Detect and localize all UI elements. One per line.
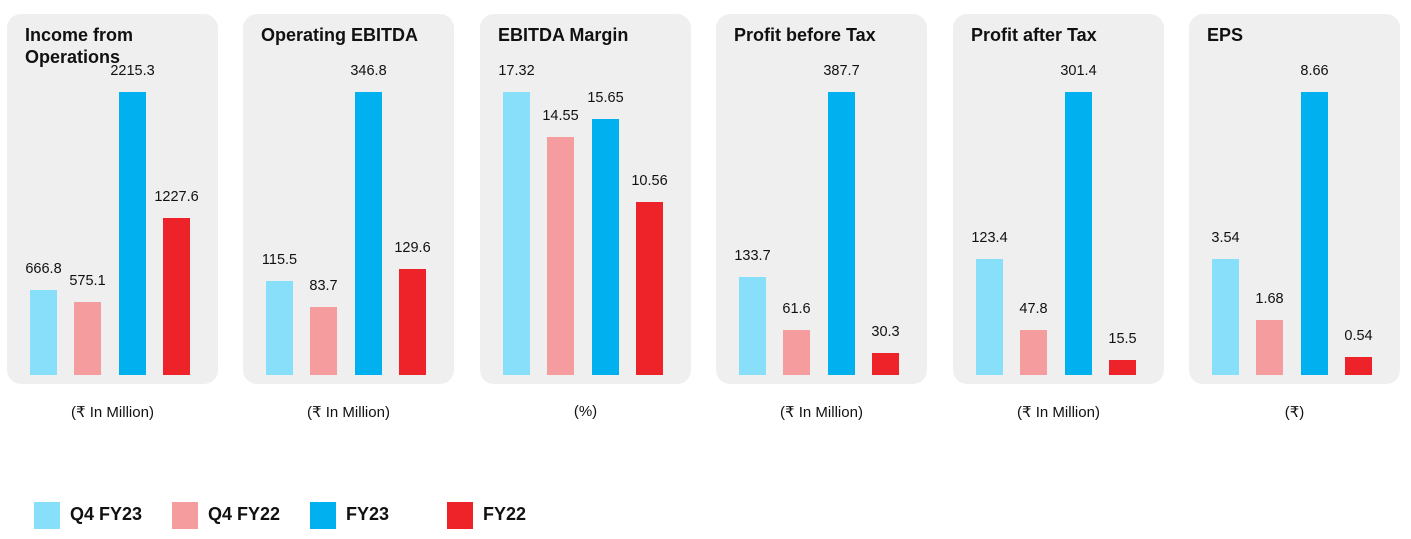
data-label: 575.1 — [69, 273, 106, 289]
bar-fy22 — [163, 218, 190, 375]
kpi-charts: Income from Operations 666.8 575.1 2215.3 12… — [7, 14, 1400, 421]
chart-title: Operating EBITDA — [261, 25, 419, 45]
bar-fy23 — [828, 92, 855, 375]
bar-fy23 — [119, 92, 146, 375]
chart-title: Profit after Tax — [971, 25, 1097, 45]
data-label: 133.7 — [734, 248, 771, 264]
data-label: 346.8 — [350, 63, 387, 79]
bar-q4-fy22 — [783, 330, 810, 375]
bar-q4-fy22 — [74, 302, 101, 375]
chart-title: EBITDA Margin — [498, 25, 629, 45]
chart-unit: (₹ In Million) — [1017, 404, 1100, 421]
data-label: 115.5 — [261, 252, 298, 268]
bar-q4-fy23 — [739, 277, 766, 375]
data-label: 1227.6 — [154, 189, 199, 205]
bar-q4-fy22 — [547, 137, 574, 375]
data-label: 1.68 — [1255, 291, 1284, 307]
bar-fy22 — [872, 353, 899, 375]
legend-swatch-q4-fy22 — [172, 502, 198, 529]
bar-fy23 — [1065, 92, 1092, 375]
legend-label-fy22: FY22 — [483, 504, 527, 524]
legend: Q4 FY23 Q4 FY22 FY23 FY22 — [0, 496, 1411, 536]
data-label: 666.8 — [25, 261, 62, 277]
data-label: 10.56 — [631, 173, 668, 189]
chart-unit: (₹ In Million) — [780, 404, 863, 421]
data-label: 61.6 — [782, 301, 811, 317]
bar-q4-fy23 — [1212, 259, 1239, 375]
data-label: 30.3 — [871, 324, 900, 340]
data-label: 2215.3 — [110, 63, 155, 79]
bar-q4-fy22 — [310, 307, 337, 375]
legend-label-q4-fy22: Q4 FY22 — [208, 504, 281, 524]
bar-q4-fy23 — [30, 290, 57, 375]
chart-title: Income from Operations — [25, 25, 134, 67]
data-label: 83.7 — [309, 278, 338, 294]
chart-unit: (₹ In Million) — [307, 404, 390, 421]
bar-q4-fy23 — [503, 92, 530, 375]
bar-fy22 — [1109, 360, 1136, 375]
data-label: 3.54 — [1211, 230, 1240, 246]
data-label: 47.8 — [1019, 301, 1048, 317]
chart-title: Profit before Tax — [734, 25, 876, 45]
data-label: 387.7 — [823, 63, 860, 79]
chart-unit: (₹) — [1284, 404, 1305, 421]
bar-q4-fy23 — [266, 281, 293, 375]
data-label: 8.66 — [1300, 63, 1329, 79]
bar-fy22 — [636, 202, 663, 375]
bar-q4-fy22 — [1020, 330, 1047, 375]
data-label: 15.65 — [587, 90, 624, 106]
chart-title: EPS — [1207, 25, 1244, 45]
bar-fy22 — [1345, 357, 1372, 375]
legend-label-q4-fy23: Q4 FY23 — [70, 504, 143, 524]
legend-label-fy23: FY23 — [346, 504, 390, 524]
data-label: 15.5 — [1108, 331, 1137, 347]
data-label: 0.54 — [1344, 328, 1373, 344]
legend-swatch-fy23 — [310, 502, 336, 529]
bar-q4-fy23 — [976, 259, 1003, 375]
bar-fy23 — [592, 119, 619, 375]
legend-swatch-fy22 — [447, 502, 473, 529]
chart-unit: (₹ In Million) — [71, 404, 154, 421]
bar-fy23 — [355, 92, 382, 375]
data-label: 17.32 — [498, 63, 535, 79]
bar-q4-fy22 — [1256, 320, 1283, 375]
data-label: 129.6 — [394, 240, 431, 256]
bar-fy22 — [399, 269, 426, 375]
bar-fy23 — [1301, 92, 1328, 375]
data-label: 301.4 — [1060, 63, 1097, 79]
chart-unit: (%) — [573, 403, 598, 420]
data-label: 123.4 — [971, 230, 1008, 246]
legend-swatch-q4-fy23 — [34, 502, 60, 529]
data-label: 14.55 — [542, 108, 579, 124]
